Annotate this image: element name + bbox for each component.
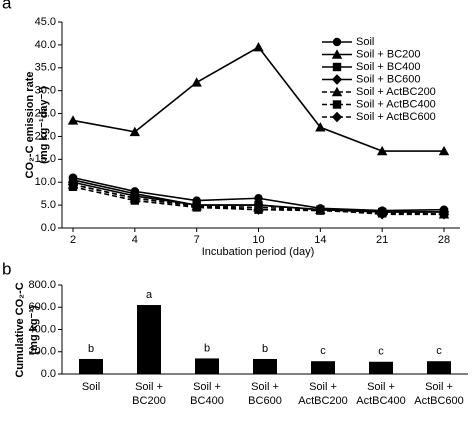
- y-axis-label: CO₂-C emission rate: [24, 72, 36, 179]
- x-tick-label: Soil +: [425, 381, 453, 393]
- marker: [254, 194, 263, 203]
- y-tick-label: 10.0: [35, 176, 56, 188]
- legend-label: Soil + ActBC200: [356, 86, 436, 98]
- x-axis-label: Incubation period (day): [202, 246, 315, 258]
- significance-letter: c: [320, 345, 326, 357]
- x-tick-label: 7: [194, 234, 200, 246]
- x-tick-label: Soil +: [251, 381, 279, 393]
- legend-marker: [332, 100, 342, 109]
- marker: [191, 200, 202, 212]
- legend-marker: [332, 37, 342, 47]
- marker: [253, 204, 264, 215]
- x-tick-label: 2: [70, 234, 76, 246]
- x-tick-label: 10: [252, 234, 264, 246]
- significance-letter: b: [88, 343, 94, 355]
- y-axis-label: (mg kg⁻¹day⁻¹): [38, 86, 50, 164]
- x-tick-label: Soil +: [309, 381, 337, 393]
- y-tick-label: 45.0: [35, 16, 56, 28]
- panel-label: b: [2, 259, 11, 278]
- legend-label: Soil + BC400: [356, 61, 421, 73]
- x-tick-label: 4: [132, 234, 138, 246]
- significance-letter: b: [262, 343, 268, 355]
- significance-letter: c: [436, 345, 442, 357]
- marker: [315, 204, 326, 215]
- legend-label: Soil + ActBC400: [356, 98, 436, 110]
- bar: [195, 358, 219, 374]
- legend-label: Soil: [356, 36, 374, 48]
- panel-label: a: [2, 0, 12, 12]
- bar: [369, 361, 393, 374]
- bar: [137, 305, 161, 374]
- y-tick-label: 0.0: [41, 222, 56, 234]
- x-tick-label: Soil +: [367, 381, 395, 393]
- y-tick-label: 600.0: [28, 301, 56, 313]
- legend-marker: [331, 86, 343, 97]
- legend-label: Soil + BC600: [356, 73, 421, 85]
- x-tick-label: BC600: [248, 395, 282, 407]
- marker: [67, 115, 79, 125]
- x-tick-label: ActBC200: [298, 395, 348, 407]
- y-tick-label: 25.0: [35, 107, 56, 119]
- y-tick-label: 40.0: [35, 39, 56, 51]
- bar: [253, 358, 277, 374]
- marker: [129, 193, 141, 204]
- x-tick-label: 21: [376, 234, 388, 246]
- y-tick-label: 200.0: [28, 346, 56, 358]
- y-tick-label: 800.0: [28, 279, 56, 291]
- bar: [79, 358, 103, 374]
- x-tick-label: ActBC600: [414, 395, 464, 407]
- marker: [253, 41, 264, 52]
- x-tick-label: Soil: [82, 381, 100, 393]
- significance-letter: c: [378, 346, 384, 358]
- y-tick-label: 0.0: [41, 368, 56, 380]
- marker: [315, 122, 326, 132]
- x-tick-label: Soil +: [193, 381, 221, 393]
- bar: [427, 361, 451, 374]
- legend-marker: [331, 111, 343, 123]
- y-tick-label: 15.0: [35, 153, 56, 165]
- legend-label: Soil + BC200: [356, 48, 421, 60]
- y-tick-label: 20.0: [35, 130, 56, 142]
- x-tick-label: Soil +: [135, 381, 163, 393]
- marker: [376, 209, 388, 220]
- y-tick-label: 400.0: [28, 323, 56, 335]
- legend-marker: [331, 74, 343, 85]
- x-tick-label: BC400: [190, 395, 224, 407]
- marker: [129, 126, 141, 137]
- legend-marker: [331, 49, 343, 59]
- x-tick-label: 14: [314, 234, 326, 246]
- y-tick-label: 35.0: [35, 62, 56, 74]
- x-tick-label: 28: [438, 234, 450, 246]
- bar: [311, 361, 335, 374]
- legend-marker: [332, 62, 342, 72]
- marker: [438, 209, 450, 220]
- significance-letter: b: [204, 342, 210, 354]
- marker: [191, 77, 202, 87]
- legend-label: Soil + ActBC600: [356, 111, 436, 123]
- y-axis-label: (mg kg⁻¹): [28, 305, 40, 355]
- marker: [376, 145, 388, 156]
- y-tick-label: 30.0: [35, 85, 56, 97]
- marker: [438, 145, 450, 156]
- marker: [67, 179, 79, 190]
- x-tick-label: BC200: [132, 395, 166, 407]
- significance-letter: a: [146, 289, 153, 301]
- y-axis-label: Cumulative CO₂-C: [14, 282, 26, 377]
- x-tick-label: ActBC400: [356, 395, 406, 407]
- y-tick-label: 5.0: [41, 199, 56, 211]
